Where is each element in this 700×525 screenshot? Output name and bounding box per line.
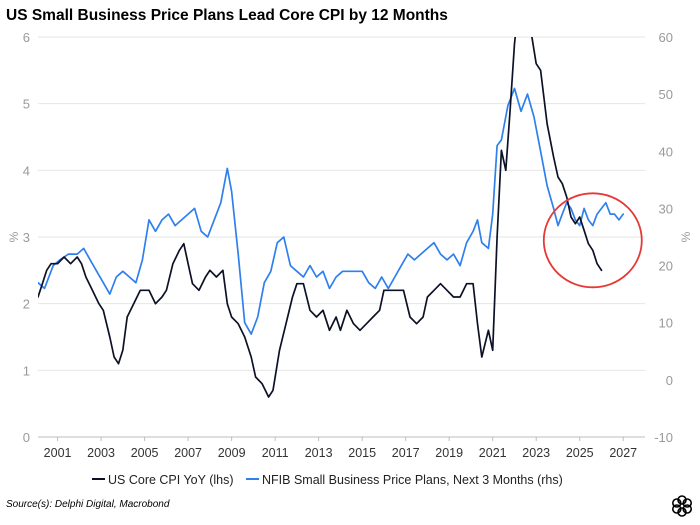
x-axis: 2001 2003 2005 2007 2009 2011 2013 2015 2017 2019… bbox=[38, 436, 645, 460]
series-line-core-cpi bbox=[38, 37, 603, 398]
x-tick-label: 2019 bbox=[435, 446, 463, 460]
y-left-tick-label: 4 bbox=[23, 163, 30, 178]
legend: US Core CPI YoY (lhs) NFIB Small Business… bbox=[92, 473, 563, 487]
y-right-tick-label: 10 bbox=[659, 316, 673, 331]
x-tick-label: 2007 bbox=[174, 446, 202, 460]
y-left-tick-label: 0 bbox=[23, 430, 30, 445]
y-right-tick-label: 20 bbox=[659, 259, 673, 274]
chart-title: US Small Business Price Plans Lead Core … bbox=[6, 7, 448, 24]
x-tick-label: 2009 bbox=[218, 446, 246, 460]
y-right-tick-label: 60 bbox=[659, 30, 673, 45]
y-left-tick-label: 6 bbox=[23, 30, 30, 45]
x-tick-label: 2021 bbox=[479, 446, 507, 460]
annotations bbox=[542, 192, 643, 289]
y-right-tick-label: 40 bbox=[659, 144, 673, 159]
x-tick-label: 2003 bbox=[87, 446, 115, 460]
y-left-tick-label: 5 bbox=[23, 97, 30, 112]
x-tick-label: 2017 bbox=[392, 446, 420, 460]
series-line-nfib-price-plans bbox=[38, 87, 625, 335]
x-tick-label: 2027 bbox=[609, 446, 637, 460]
x-tick-label: 2015 bbox=[348, 446, 376, 460]
highlight-circle bbox=[542, 192, 643, 289]
legend-label-core-cpi: US Core CPI YoY (lhs) bbox=[108, 473, 234, 487]
y-right-axis-label: % bbox=[679, 231, 693, 242]
y-right-tick-label: 50 bbox=[659, 87, 673, 102]
y-left-axis-label: % bbox=[7, 231, 21, 242]
x-tick-label: 2023 bbox=[522, 446, 550, 460]
x-tick-label: 2013 bbox=[305, 446, 333, 460]
y-right-tick-label: -10 bbox=[654, 430, 673, 445]
source-note: Source(s): Delphi Digital, Macrobond bbox=[6, 499, 170, 510]
x-tick-label: 2025 bbox=[566, 446, 594, 460]
gridlines bbox=[38, 36, 645, 438]
legend-label-nfib: NFIB Small Business Price Plans, Next 3 … bbox=[262, 473, 563, 487]
x-tick-label: 2011 bbox=[262, 446, 289, 460]
y-right-tick-label: 0 bbox=[666, 373, 673, 388]
right-axis: -10 0 10 20 30 40 50 60% bbox=[654, 30, 693, 445]
y-left-tick-label: 3 bbox=[23, 230, 30, 245]
y-left-tick-label: 1 bbox=[23, 363, 30, 378]
x-tick-label: 2005 bbox=[131, 446, 159, 460]
left-axis: 0 1 2 3 4 5 6% bbox=[7, 30, 30, 445]
x-tick-label: 2001 bbox=[44, 446, 72, 460]
series-lines bbox=[38, 37, 625, 398]
y-right-tick-label: 30 bbox=[659, 201, 673, 216]
delphi-logo-icon bbox=[672, 495, 693, 517]
y-left-tick-label: 2 bbox=[23, 297, 30, 312]
